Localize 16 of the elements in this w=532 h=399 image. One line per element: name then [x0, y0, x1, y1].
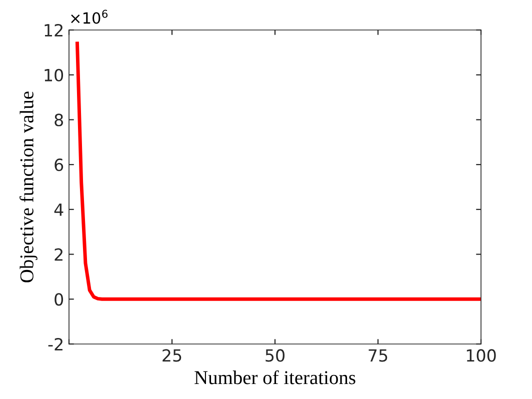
y-tick-label: 8: [54, 114, 63, 126]
y-tick-label: -2: [48, 338, 62, 350]
x-tick-label: 75: [368, 349, 388, 362]
x-tick-label: 25: [162, 349, 182, 362]
x-tick-label: 100: [466, 349, 496, 362]
y-tick-label: 12: [44, 24, 62, 36]
y-tick-label: 10: [44, 68, 64, 82]
line-series: [76, 42, 481, 301]
text: ×10$^{6}$: [71, 10, 108, 24]
y-tick-label: 2: [54, 248, 62, 261]
x-tick-label: 50: [266, 349, 284, 362]
y-tick-label: 4: [54, 204, 64, 216]
x-axis-title: Number of iterations: [194, 370, 356, 384]
y-tick-label: 0: [54, 293, 64, 306]
y-tick-label: 6: [54, 158, 64, 172]
y-axis-title: Objective function value: [20, 92, 38, 282]
